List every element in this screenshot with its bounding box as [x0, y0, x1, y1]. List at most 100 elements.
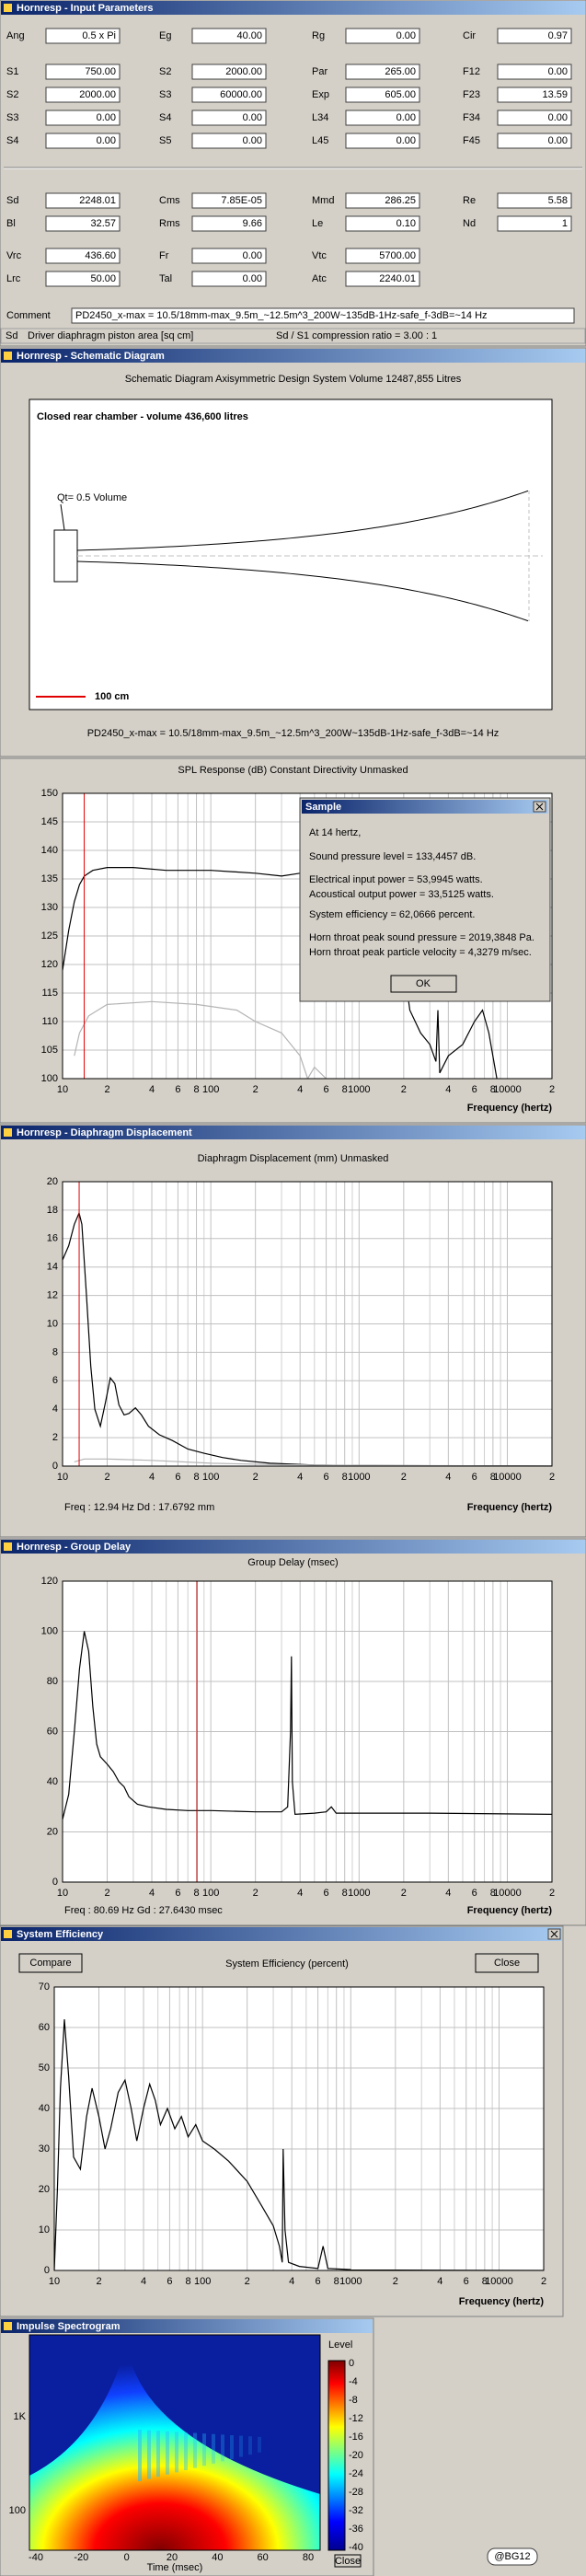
y-tick-label: 0 — [52, 1461, 58, 1472]
x-tick-label: 4 — [437, 2276, 442, 2287]
param-label: S1 — [6, 66, 18, 77]
x-tick-label: 1000 — [348, 1084, 370, 1095]
param-label: Atc — [312, 273, 327, 284]
param-box — [497, 87, 572, 103]
param-value: 0.00 — [396, 112, 416, 123]
x-tick-label: -40 — [29, 2552, 43, 2563]
param-box — [45, 28, 121, 44]
x-tick-label: 8 — [342, 1472, 348, 1483]
x-tick-label: 8 — [342, 1888, 348, 1899]
param-value: 750.00 — [85, 66, 116, 77]
x-tick-label: 8 — [193, 1472, 199, 1483]
x-tick-label: 8 — [193, 1084, 199, 1095]
param-value: 9.66 — [243, 218, 262, 229]
param-value: 605.00 — [385, 89, 416, 100]
x-tick-label: 10 — [49, 2276, 60, 2287]
x-tick-label: 6 — [175, 1888, 180, 1899]
streak — [212, 2433, 215, 2464]
param-value: 436.60 — [85, 250, 116, 261]
signature: @BG12 — [494, 2551, 530, 2562]
y-tick-label: 115 — [41, 988, 58, 999]
y-tick-label: 100 — [41, 1073, 58, 1084]
param-value: 0.00 — [243, 273, 262, 284]
param-label: S2 — [6, 89, 18, 100]
x-tick-label: 8 — [342, 1084, 348, 1095]
y-tick-label: 6 — [52, 1375, 58, 1386]
x-tick-label: -20 — [74, 2552, 88, 2563]
y-tick-label: 130 — [41, 902, 58, 913]
status-text: Driver diaphragm piston area [sq cm] — [28, 330, 193, 341]
param-label: F12 — [463, 66, 480, 77]
param-box — [345, 28, 420, 44]
y-tick-label: 2 — [52, 1432, 58, 1443]
streak — [248, 2436, 252, 2455]
y-tick-label: 30 — [39, 2143, 50, 2154]
param-value: 2000.00 — [79, 89, 116, 100]
x-tick-label: 2 — [401, 1888, 407, 1899]
plot-border — [62, 792, 553, 1080]
x-tick-label: 10000 — [493, 1084, 522, 1095]
title-bar — [1, 1126, 585, 1139]
y-tick-label: 60 — [47, 1726, 58, 1737]
param-value: 32.57 — [90, 218, 116, 229]
x-tick-label: 6 — [324, 1888, 329, 1899]
button[interactable] — [475, 1953, 539, 1973]
level-label: -24 — [349, 2468, 363, 2479]
param-label: Nd — [463, 218, 476, 229]
x-tick-label: 100 — [202, 1472, 219, 1483]
x-tick-label: 2 — [245, 2276, 250, 2287]
param-box — [191, 192, 267, 209]
x-tick-label: 10 — [57, 1084, 68, 1095]
x-tick-label: 2 — [549, 1888, 555, 1899]
param-value: 7.85E-05 — [221, 195, 262, 206]
window-title: Impulse Spectrogram — [17, 2321, 121, 2332]
plot-border — [53, 1986, 545, 2271]
dialog-line: Horn throat peak particle velocity = 4,3… — [309, 947, 532, 958]
x-tick-label: 4 — [297, 1084, 303, 1095]
param-value: 2248.01 — [79, 195, 116, 206]
ok-button[interactable] — [390, 975, 457, 993]
comment-box — [71, 307, 575, 324]
close-x — [550, 1930, 558, 1938]
param-box — [345, 215, 420, 232]
x-tick-label: 8 — [185, 2276, 190, 2287]
window-title: Hornresp - Group Delay — [17, 1542, 132, 1553]
x-tick-label: 100 — [194, 2276, 211, 2287]
param-box — [497, 110, 572, 126]
param-label: Vrc — [6, 250, 22, 261]
param-value: 0.00 — [243, 250, 262, 261]
y-tick-label: 150 — [41, 788, 58, 799]
param-value: 0.00 — [243, 112, 262, 123]
y-tick-label: 135 — [41, 873, 58, 884]
close-x — [535, 803, 544, 811]
streak — [202, 2433, 206, 2466]
x-tick-label: 1000 — [339, 2276, 362, 2287]
y-tick-label: 8 — [52, 1346, 58, 1357]
param-box — [45, 271, 121, 287]
x-tick-label: 20 — [167, 2552, 178, 2563]
param-label: Rms — [159, 218, 180, 229]
button[interactable] — [18, 1953, 83, 1973]
x-tick-label: 2 — [549, 1084, 555, 1095]
plot-border — [62, 1580, 553, 1883]
button[interactable] — [334, 2554, 362, 2568]
dialog-line: Sound pressure level = 133,4457 dB. — [309, 851, 476, 862]
param-label: F34 — [463, 112, 480, 123]
x-tick-label: 6 — [472, 1472, 477, 1483]
plot-layer — [63, 1581, 552, 1882]
param-label: Lrc — [6, 273, 21, 284]
x-tick-label: 10 — [57, 1888, 68, 1899]
param-box — [191, 133, 267, 149]
y-tick-label: 20 — [47, 1176, 58, 1187]
horn-wall — [76, 490, 529, 551]
x-tick-label: 6 — [324, 1472, 329, 1483]
y-tick-label: 120 — [41, 959, 58, 970]
param-box — [497, 28, 572, 44]
param-label: S4 — [6, 135, 18, 146]
x-tick-label: 10000 — [485, 2276, 513, 2287]
param-box — [345, 110, 420, 126]
x-tick-label: 2 — [104, 1472, 109, 1483]
param-value: 60000.00 — [220, 89, 262, 100]
x-tick-label: 4 — [289, 2276, 294, 2287]
y-tick-label: 20 — [47, 1826, 58, 1837]
